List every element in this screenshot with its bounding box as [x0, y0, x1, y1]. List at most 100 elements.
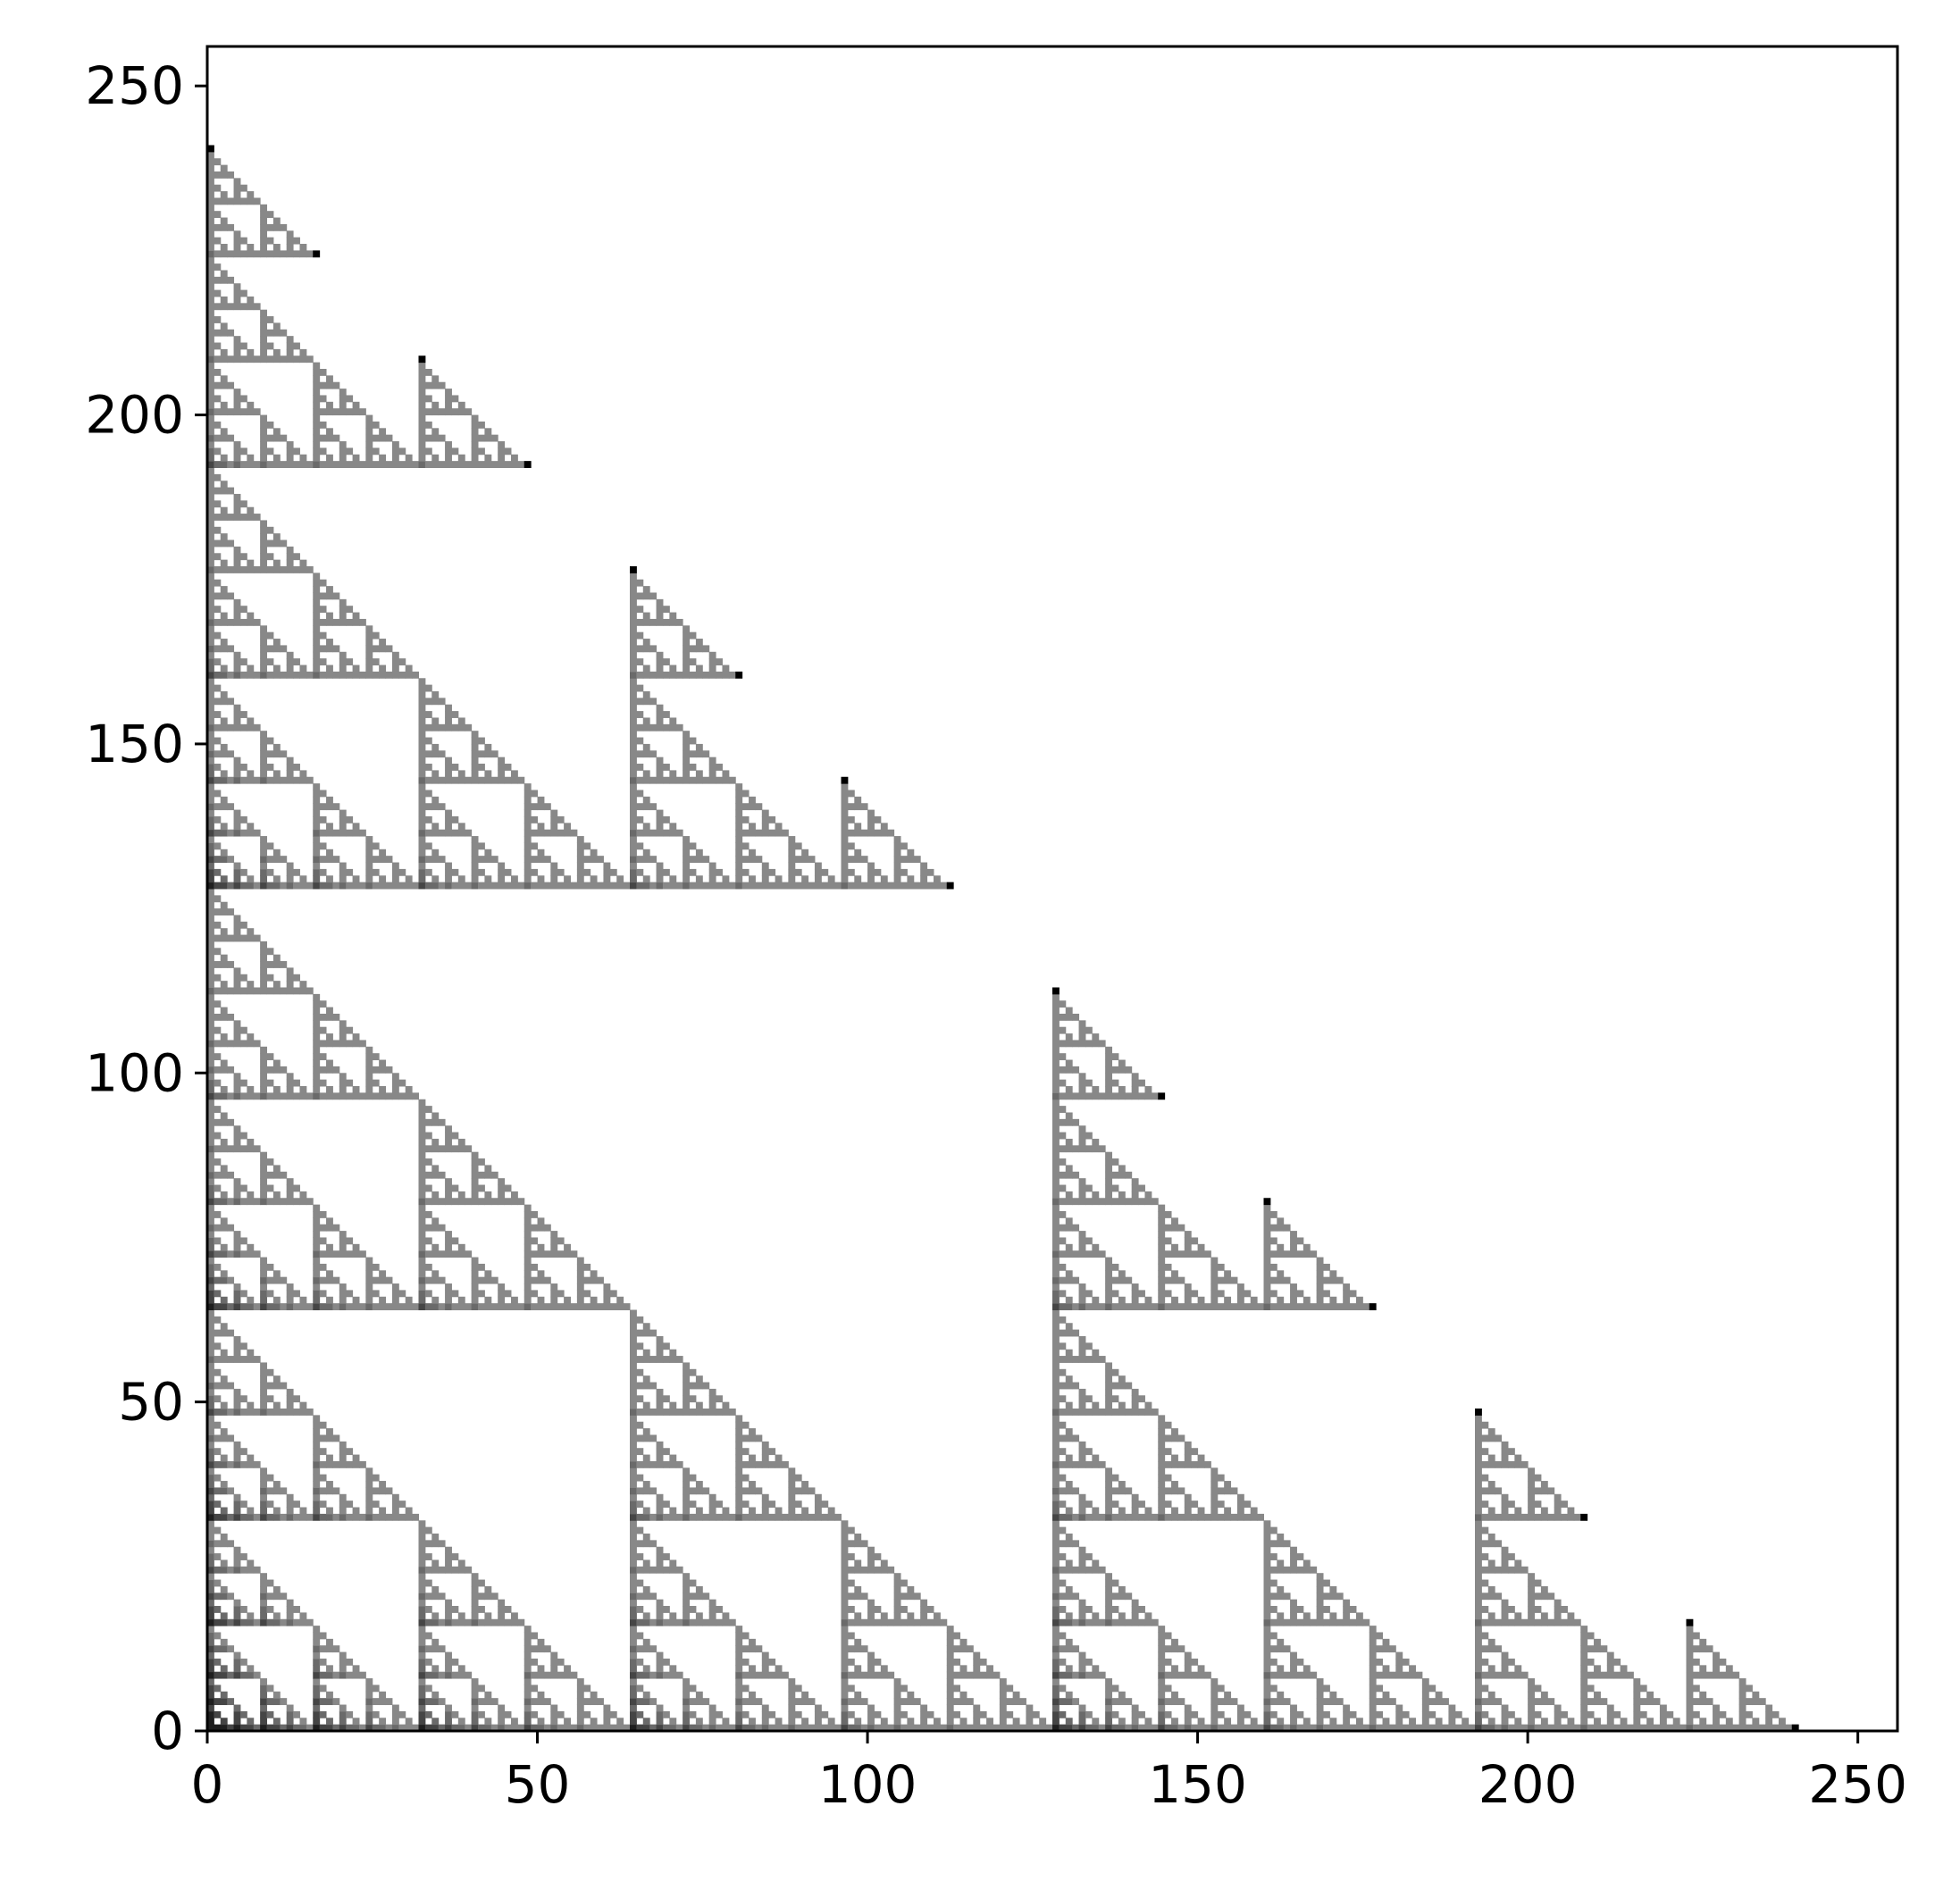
heatmap-cell: [358, 829, 366, 837]
heatmap-cell: [239, 1606, 247, 1613]
heatmap-cell: [1224, 1698, 1232, 1706]
heatmap-cell: [1699, 1665, 1707, 1673]
heatmap-cell: [1269, 1210, 1277, 1218]
heatmap-cell: [550, 882, 558, 890]
heatmap-cell: [1528, 1698, 1536, 1706]
heatmap-cell: [1065, 1724, 1073, 1732]
heatmap-cell: [220, 1007, 228, 1015]
heatmap-cell: [524, 1237, 532, 1245]
heatmap-cell: [1475, 1467, 1482, 1476]
heatmap-cell: [478, 776, 485, 784]
heatmap-cell: [1092, 1612, 1100, 1620]
heatmap-cell: [636, 1382, 644, 1390]
heatmap-cell: [683, 868, 691, 876]
heatmap-cell: [272, 1066, 281, 1074]
heatmap-cell: [1065, 1013, 1073, 1021]
heatmap-cell: [1078, 1342, 1086, 1350]
heatmap-cell: [207, 1106, 214, 1113]
heatmap-cell: [1158, 1270, 1166, 1278]
heatmap-cell: [1343, 1724, 1351, 1732]
heatmap-cell: [867, 1599, 875, 1607]
heatmap-cell: [1540, 1507, 1548, 1515]
heatmap-cell: [570, 1303, 578, 1310]
heatmap-cell: [801, 1507, 809, 1515]
heatmap-cell: [1105, 1467, 1113, 1476]
heatmap-cell: [893, 1685, 901, 1693]
heatmap-cell: [821, 1501, 829, 1509]
heatmap-cell: [418, 1678, 426, 1685]
heatmap-cell: [227, 829, 235, 837]
heatmap-cell: [794, 1474, 802, 1482]
heatmap-cell: [669, 1671, 677, 1679]
heatmap-cell: [570, 882, 578, 890]
heatmap-cell: [1144, 1718, 1152, 1726]
heatmap-cell: [1059, 1368, 1067, 1376]
heatmap-cell: [207, 645, 214, 653]
heatmap-cell: [755, 1460, 763, 1468]
heatmap-cell: [722, 671, 730, 679]
heatmap-cell: [260, 862, 268, 870]
heatmap-cell: [755, 1487, 763, 1495]
heatmap-cell: [630, 1579, 637, 1587]
heatmap-cell: [1118, 1507, 1126, 1515]
heatmap-cell: [1388, 1698, 1396, 1706]
heatmap-cell: [683, 856, 691, 864]
heatmap-cell: [564, 1243, 571, 1251]
heatmap-cell: [649, 645, 658, 653]
heatmap-cell: [431, 1217, 440, 1225]
heatmap-cell: [418, 1283, 426, 1291]
heatmap-cell: [564, 875, 571, 883]
heatmap-cell: [326, 1645, 333, 1653]
heatmap-cell: [260, 1303, 268, 1310]
heatmap-cell: [391, 1283, 399, 1291]
heatmap-cell: [478, 1685, 485, 1693]
heatmap-cell: [319, 1237, 327, 1245]
heatmap-cell: [1421, 1698, 1429, 1706]
heatmap-cell: [214, 1053, 222, 1061]
heatmap-cell: [385, 461, 393, 468]
heatmap-cell: [1059, 1382, 1067, 1390]
heatmap-cell: [438, 1698, 446, 1706]
heatmap-cell: [1501, 1671, 1509, 1679]
heatmap-cell: [1343, 1290, 1351, 1298]
heatmap-cell: [1078, 1658, 1086, 1666]
heatmap-cell: [1224, 1724, 1232, 1732]
heatmap-cell: [207, 1303, 214, 1310]
heatmap-cell: [418, 1296, 426, 1304]
heatmap-cell: [412, 1303, 419, 1310]
heatmap-cell: [683, 842, 691, 850]
heatmap-cell: [642, 1559, 650, 1568]
heatmap-cell: [1105, 1685, 1113, 1693]
heatmap-cell: [207, 1421, 214, 1429]
heatmap-cell: [1302, 1612, 1311, 1620]
heatmap-cell: [1098, 1671, 1106, 1679]
heatmap-cell: [1236, 1507, 1244, 1515]
heatmap-cell: [438, 1618, 446, 1626]
heatmap-cell: [280, 461, 288, 468]
heatmap-cell: [319, 882, 327, 890]
heatmap-cell: [794, 868, 802, 876]
heatmap-cell: [405, 671, 413, 679]
heatmap-cell: [1059, 1724, 1067, 1732]
heatmap-cell: [1475, 1559, 1482, 1568]
heatmap-cell: [207, 1046, 214, 1054]
heatmap-cell: [630, 815, 637, 823]
heatmap-cell: [272, 743, 281, 751]
heatmap-cell: [1065, 1323, 1073, 1331]
heatmap-cell: [1164, 1263, 1172, 1271]
heatmap-cell: [1158, 1698, 1166, 1706]
heatmap-cell: [1210, 1290, 1219, 1298]
heatmap-cell: [1105, 1066, 1113, 1074]
heatmap-cell: [867, 1704, 875, 1712]
heatmap-cell: [207, 1585, 214, 1593]
heatmap-cell: [1475, 1593, 1482, 1601]
heatmap-cell: [431, 1559, 440, 1568]
heatmap-cell: [260, 1290, 268, 1298]
heatmap-cell: [260, 776, 268, 784]
heatmap-cell: [1495, 1618, 1503, 1626]
heatmap-cell: [683, 1388, 691, 1396]
heatmap-cell: [1580, 1698, 1588, 1706]
heatmap-cell: [788, 849, 796, 857]
heatmap-cell: [471, 1303, 479, 1310]
heatmap-cell: [893, 875, 901, 883]
